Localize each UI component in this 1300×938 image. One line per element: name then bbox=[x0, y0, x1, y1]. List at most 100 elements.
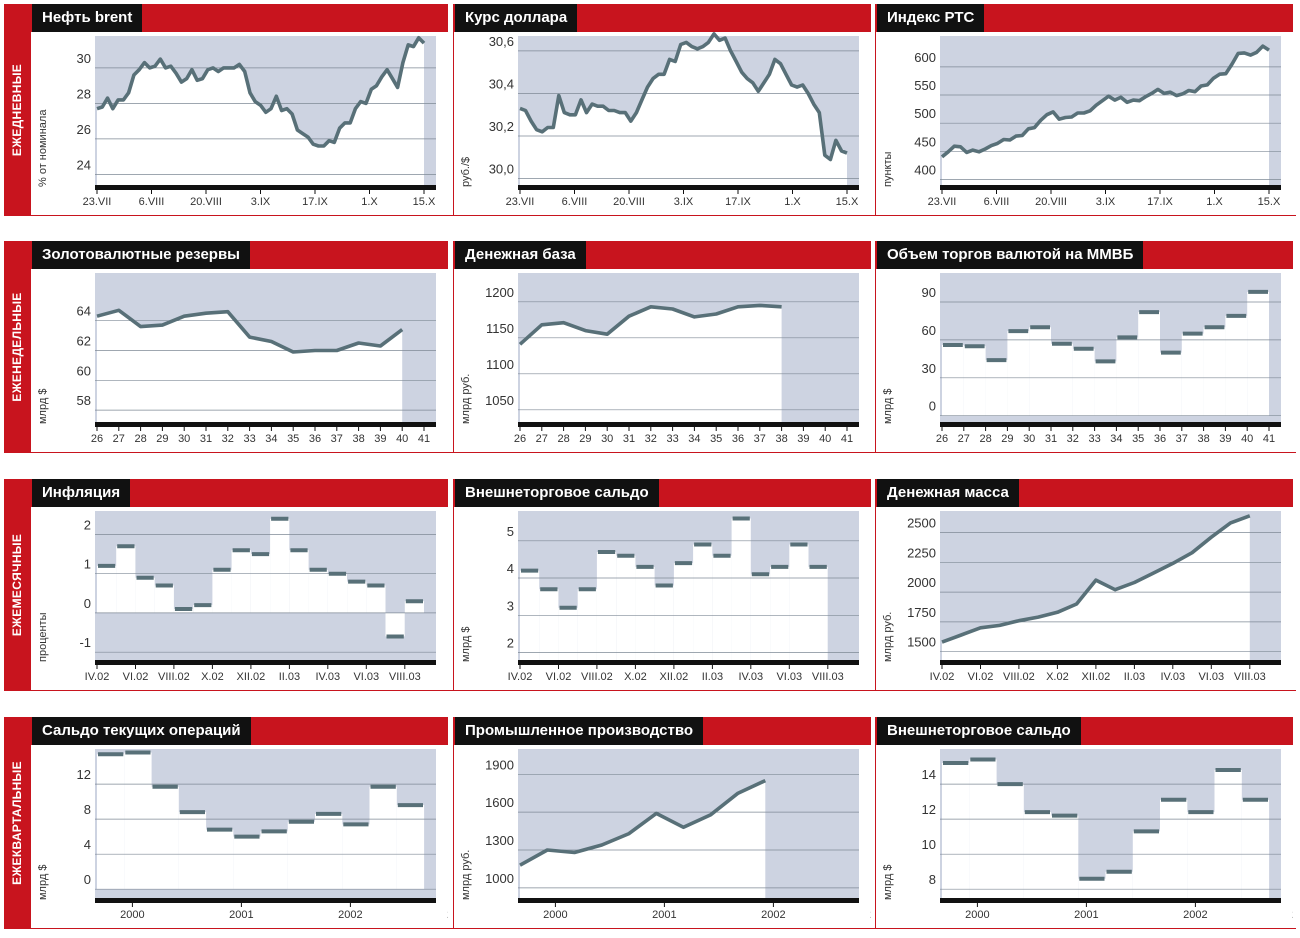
series-fill bbox=[1007, 331, 1030, 416]
y-tick-label: 12 bbox=[77, 767, 91, 782]
y-tick-label: 2500 bbox=[907, 516, 936, 531]
y-tick-label: 24 bbox=[77, 157, 91, 172]
x-tick-label: 6.VIII bbox=[984, 196, 1010, 208]
y-tick-label: 30,4 bbox=[489, 77, 514, 92]
chart-title-bar: Объем торгов валютой на ММВБ bbox=[875, 241, 1293, 269]
band-label: ЕЖЕДНЕВНЫЕ bbox=[4, 4, 30, 216]
series-fill bbox=[1203, 327, 1226, 416]
y-tick-label: 550 bbox=[914, 78, 936, 93]
chart-title-bar: Золотовалютные резервы bbox=[30, 241, 448, 269]
series-fill bbox=[1029, 327, 1051, 416]
chart-panel-micex: Объем торгов валютой на ММВБ 0 30 60 90 26 27 2… bbox=[875, 241, 1293, 453]
x-tick-label: 38 bbox=[775, 433, 787, 445]
chart-plot-trade_q: 8 10 12 14 2000 2001 2002 2003 млрд $ bbox=[882, 749, 1293, 921]
y-tick-label: 450 bbox=[914, 134, 936, 149]
x-tick-label: 26 bbox=[936, 433, 948, 445]
x-tick-label: 15.X bbox=[413, 196, 436, 208]
chart-frame bbox=[30, 479, 448, 691]
y-tick-label: 5 bbox=[507, 524, 514, 539]
x-tick-label: 36 bbox=[732, 433, 744, 445]
x-tick-label: 35 bbox=[1132, 433, 1144, 445]
y-tick-label: 1100 bbox=[486, 357, 514, 372]
band-divider bbox=[30, 215, 1296, 216]
chart-title: Золотовалютные резервы bbox=[32, 241, 250, 269]
x-tick-label: 17.IX bbox=[725, 196, 751, 208]
x-tick-label: IV.02 bbox=[508, 671, 533, 683]
chart-plot-current_account: 0 4 8 12 2000 2001 2002 2003 млрд $ bbox=[37, 749, 448, 921]
chart-title: Нефть brent bbox=[32, 4, 143, 32]
y-tick-label: 1900 bbox=[485, 757, 514, 772]
x-tick-label: 27 bbox=[958, 433, 970, 445]
band-4: ЕЖЕКВАРТАЛЬНЫЕ Сальдо текущих операций 0 4 8… bbox=[4, 717, 1296, 929]
chart-frame bbox=[875, 717, 1293, 929]
x-tick-label: VI.03 bbox=[1198, 671, 1224, 683]
chart-title: Промышленное производство bbox=[455, 717, 704, 745]
series-fill bbox=[731, 518, 751, 660]
series-fill bbox=[315, 813, 343, 890]
series-fill bbox=[1241, 799, 1270, 898]
y-tick-label: 26 bbox=[77, 122, 91, 137]
x-tick-label: 30 bbox=[1023, 433, 1035, 445]
chart-plot-inflation: -1 0 1 2 IV.02 VI.02 VIII.02 X.02 XII.02 II.03 IV.… bbox=[37, 511, 436, 683]
y-axis-label: млрд $ bbox=[460, 627, 472, 662]
band-2: ЕЖЕНЕДЕЛЬНЫЕ Золотовалютные резервы 58 60 62… bbox=[4, 241, 1296, 453]
x-tick-label: IV.03 bbox=[1160, 671, 1185, 683]
y-tick-label: 2 bbox=[507, 636, 514, 651]
x-tick-label: 2003 bbox=[447, 909, 448, 921]
series-fill bbox=[369, 786, 397, 890]
x-tick-label: 2001 bbox=[1074, 909, 1098, 921]
series-fill bbox=[1072, 348, 1095, 416]
chart-title-bar: Внешнеторговое сальдо bbox=[453, 479, 871, 507]
y-tick-label: 14 bbox=[922, 767, 936, 782]
series-fill bbox=[1051, 815, 1079, 898]
series-fill bbox=[789, 544, 809, 660]
x-tick-label: 20.VIII bbox=[190, 196, 222, 208]
y-tick-label: 400 bbox=[914, 162, 936, 177]
series-fill bbox=[385, 612, 405, 637]
chart-title-bar: Денежная база bbox=[453, 241, 871, 269]
x-tick-label: 31 bbox=[623, 433, 635, 445]
x-tick-label: 2000 bbox=[543, 909, 567, 921]
chart-frame bbox=[875, 479, 1293, 691]
y-axis-label: млрд $ bbox=[37, 389, 49, 424]
y-tick-label: 60 bbox=[77, 363, 91, 378]
x-tick-label: 26 bbox=[514, 433, 526, 445]
x-tick-label: 33 bbox=[243, 433, 255, 445]
y-tick-label: 30,0 bbox=[489, 162, 514, 177]
series-fill bbox=[942, 515, 1250, 660]
chart-plot-micex: 0 30 60 90 26 27 28 29 30 31 32 33 34 35 36 37 38 39 40 41 м… bbox=[882, 273, 1281, 445]
series-fill bbox=[1023, 812, 1052, 898]
y-tick-label: 1 bbox=[84, 557, 91, 572]
x-tick-label: 34 bbox=[1110, 433, 1122, 445]
x-tick-label: 35 bbox=[710, 433, 722, 445]
chart-panel-trade_m: Внешнеторговое сальдо 2 3 4 5 IV.02 VI.02 VIII.… bbox=[453, 479, 871, 691]
series-fill bbox=[124, 752, 152, 890]
band-label-text: ЕЖЕНЕДЕЛЬНЫЕ bbox=[10, 292, 24, 402]
y-tick-label: 62 bbox=[77, 334, 91, 349]
x-tick-label: 2002 bbox=[761, 909, 785, 921]
y-tick-label: 8 bbox=[84, 802, 91, 817]
series-fill bbox=[289, 550, 309, 613]
y-tick-label: 30 bbox=[77, 51, 91, 66]
series-fill bbox=[520, 33, 847, 186]
y-tick-label: 64 bbox=[77, 304, 91, 319]
series-fill bbox=[996, 784, 1024, 898]
x-tick-label: X.02 bbox=[624, 671, 647, 683]
x-tick-label: 20.VIII bbox=[1035, 196, 1067, 208]
chart-title-bar: Сальдо текущих операций bbox=[30, 717, 448, 745]
chart-title: Денежная база bbox=[455, 241, 586, 269]
x-tick-label: VIII.02 bbox=[581, 671, 613, 683]
x-tick-label: 41 bbox=[1263, 433, 1275, 445]
x-tick-label: VI.02 bbox=[546, 671, 572, 683]
x-tick-label: 2003 bbox=[870, 909, 871, 921]
series-fill bbox=[712, 555, 732, 660]
x-tick-label: 35 bbox=[287, 433, 299, 445]
chart-frame bbox=[453, 241, 871, 453]
band-3: ЕЖЕМЕСЯЧНЫЕ Инфляция -1 0 1 2 IV.02 VI.02 VIII.0… bbox=[4, 479, 1296, 691]
series-line bbox=[96, 36, 426, 148]
chart-title: Курс доллара bbox=[455, 4, 578, 32]
chart-plot-usd: 30,0 30,2 30,4 30,6 23.VII 6.VIII 20.VIII 3.IX 1… bbox=[460, 32, 859, 208]
x-tick-label: 34 bbox=[265, 433, 277, 445]
y-axis-label: млрд $ bbox=[882, 389, 894, 424]
series-fill bbox=[1160, 352, 1182, 416]
